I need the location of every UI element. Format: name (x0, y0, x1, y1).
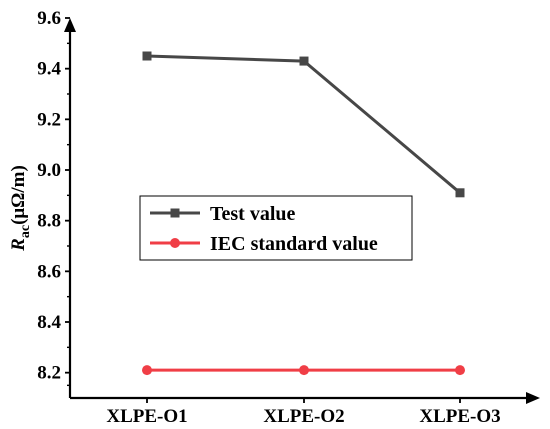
x-tick-label: XLPE-O3 (419, 406, 500, 427)
y-ticks: 8.2 8.4 8.6 8.8 9.0 9.2 9.4 9.6 (37, 8, 70, 387)
legend-label: IEC standard value (210, 233, 378, 255)
y-axis-arrow (64, 18, 76, 32)
data-point (299, 56, 309, 66)
legend: Test value IEC standard value (139, 195, 413, 261)
y-tick-label: 8.8 (37, 211, 61, 232)
y-axis-label-main: R (8, 238, 29, 252)
data-point (299, 365, 309, 376)
legend-label: Test value (210, 203, 296, 225)
legend-box (139, 195, 413, 261)
data-point (455, 365, 465, 376)
data-point (455, 188, 465, 198)
y-tick-label: 8.4 (37, 312, 61, 333)
y-tick-label: 9.0 (37, 160, 61, 181)
data-point (142, 365, 152, 376)
x-tick-label: XLPE-O1 (106, 406, 187, 427)
legend-marker (170, 238, 180, 248)
data-point (142, 51, 152, 61)
y-tick-label: 9.4 (37, 59, 61, 80)
y-tick-label: 9.2 (37, 109, 61, 130)
series-group (142, 51, 465, 376)
y-tick-label: 8.6 (37, 261, 61, 282)
y-axis-label-sub: ac (18, 225, 33, 238)
x-ticks: XLPE-O1 XLPE-O2 XLPE-O3 (106, 398, 501, 427)
x-axis-arrow (526, 392, 540, 404)
y-tick-label: 9.6 (37, 8, 61, 29)
series-line (146, 54, 461, 194)
y-tick-label: 8.2 (37, 363, 61, 384)
legend-marker (170, 208, 180, 218)
x-tick-label: XLPE-O2 (263, 406, 344, 427)
y-axis-label-unit: (μΩ/m) (8, 165, 29, 225)
y-axis-label: Rac(μΩ/m) (8, 165, 33, 252)
